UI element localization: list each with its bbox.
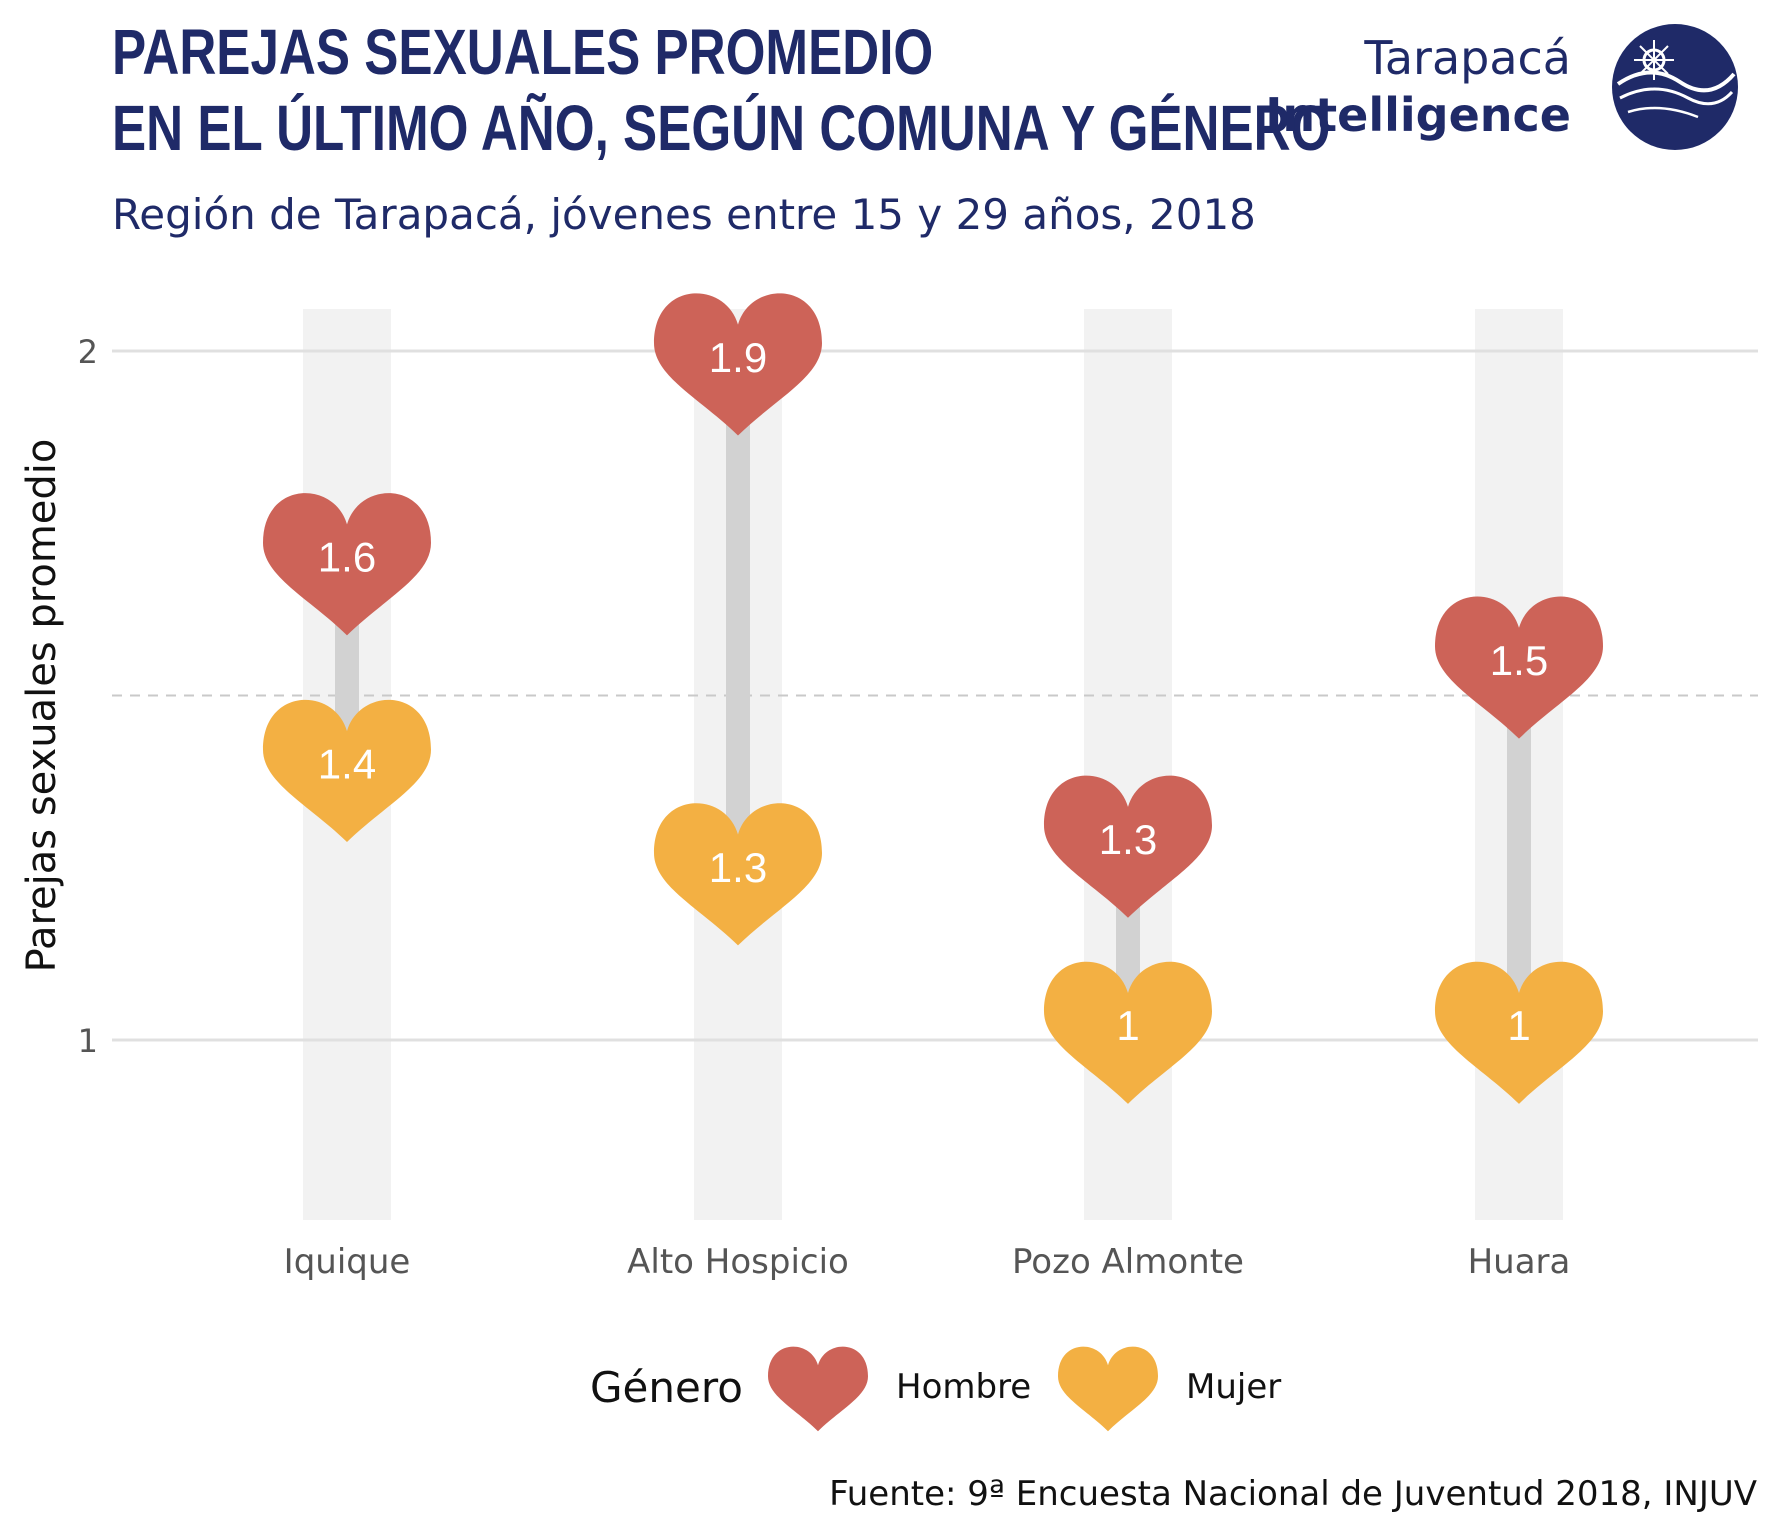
y-axis-label: Parejas sexuales promedio [19, 439, 65, 973]
heart-marker-hombre-1 [654, 293, 822, 436]
data-label-hombre-1: 1.9 [709, 334, 767, 381]
heart-marker-mujer-0 [263, 699, 431, 843]
x-tick-label-1: Alto Hospicio [627, 1242, 849, 1282]
y-tick-label-1: 1 [78, 1022, 98, 1060]
data-label-mujer-3: 1 [1507, 1002, 1530, 1049]
heart-marker-hombre-2 [1044, 775, 1212, 918]
brand-line1: Tarapacá [1364, 31, 1571, 85]
legend-heart-hombre [768, 1346, 868, 1432]
chart-title-line2: EN EL ÚLTIMO AÑO, SEGÚN COMUNA Y GÉNERO [112, 92, 1331, 164]
chart-title-line1: PAREJAS SEXUALES PROMEDIO [112, 16, 934, 88]
legend-title: Género [590, 1363, 743, 1412]
x-tick-label-3: Huara [1468, 1242, 1571, 1282]
data-label-mujer-1: 1.3 [709, 844, 767, 891]
legend-label-mujer: Mujer [1186, 1367, 1281, 1407]
globe-logo-icon [1612, 24, 1738, 150]
data-label-mujer-2: 1 [1116, 1002, 1139, 1049]
x-tick-label-0: Iquique [284, 1242, 411, 1282]
heart-marker-hombre-3 [1435, 596, 1603, 739]
y-tick-label-2: 2 [78, 333, 98, 371]
heart-marker-hombre-0 [263, 493, 431, 636]
data-label-hombre-0: 1.6 [318, 534, 376, 581]
heart-marker-mujer-2 [1044, 961, 1212, 1104]
data-label-hombre-2: 1.3 [1099, 816, 1157, 863]
legend-heart-mujer [1058, 1346, 1158, 1432]
heart-marker-mujer-3 [1435, 961, 1603, 1104]
data-label-hombre-3: 1.5 [1490, 637, 1548, 684]
brand-line2: Intelligence [1265, 88, 1571, 142]
chart-title: PAREJAS SEXUALES PROMEDIO EN EL ÚLTIMO A… [112, 14, 1330, 166]
chart-subtitle: Región de Tarapacá, jóvenes entre 15 y 2… [112, 190, 1256, 239]
source-note: Fuente: 9ª Encuesta Nacional de Juventud… [829, 1474, 1757, 1514]
brand-wordmark: Tarapacá Intelligence [1265, 30, 1571, 144]
heart-marker-mujer-1 [654, 803, 822, 946]
x-tick-label-2: Pozo Almonte [1012, 1242, 1244, 1282]
data-label-mujer-0: 1.4 [318, 740, 376, 787]
legend-label-hombre: Hombre [896, 1367, 1031, 1407]
